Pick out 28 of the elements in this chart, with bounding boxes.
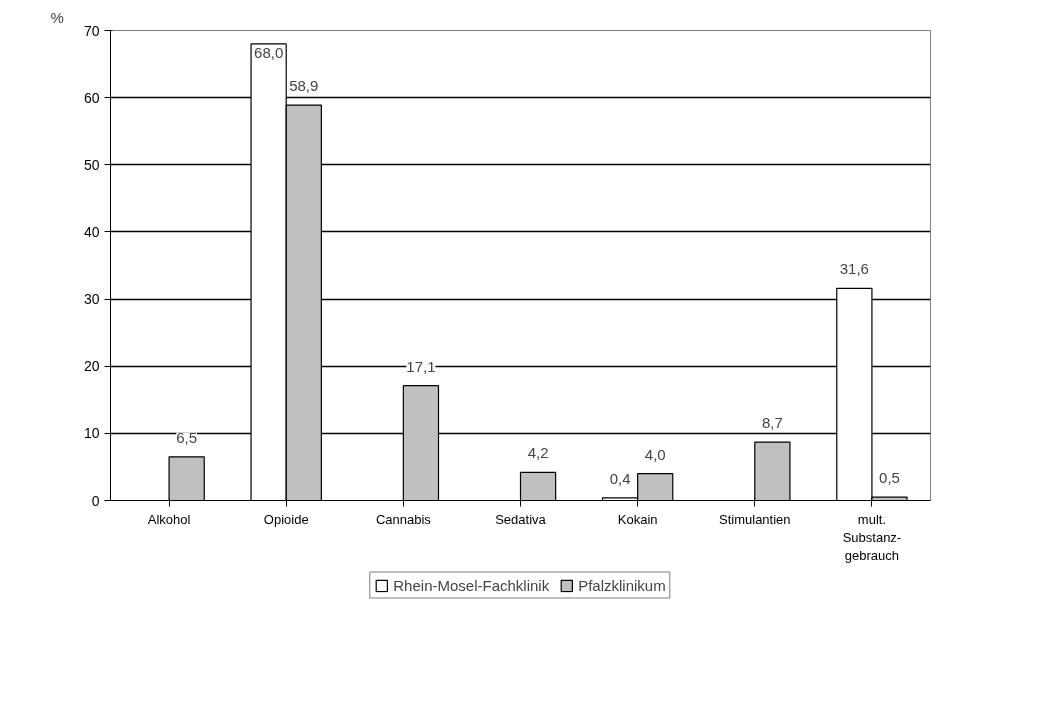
x-tick-label: Opioide [263, 511, 309, 527]
y-tick-label: 40 [83, 223, 100, 240]
x-tick-label: Cannabis [375, 511, 432, 527]
y-tick-label: 30 [83, 291, 100, 308]
legend-label: Rhein-Mosel-Fachklinik [393, 576, 550, 594]
data-label: 4,2 [527, 444, 549, 462]
data-label: 68,0 [254, 43, 284, 61]
y-tick-label: 60 [83, 89, 100, 106]
data-label: 4,0 [644, 445, 666, 463]
data-label: 31,6 [839, 260, 869, 278]
data-label: 0,5 [879, 469, 900, 487]
data-label: 0,4 [609, 469, 631, 487]
y-tick-label: 20 [83, 358, 100, 375]
y-tick-label: 0 [91, 492, 100, 509]
x-tick-label: Stimulantien [719, 511, 791, 527]
data-label: 6,5 [176, 428, 198, 446]
legend-label: Pfalzklinikum [578, 576, 666, 594]
y-tick-label: 50 [83, 156, 100, 173]
data-label: 58,9 [289, 77, 319, 95]
x-tick-label: Sedativa [495, 511, 547, 527]
y-axis-title: % [50, 8, 64, 26]
data-label: 17,1 [406, 357, 436, 375]
y-tick-label: 10 [83, 425, 100, 442]
data-label: 8,7 [761, 414, 783, 432]
x-tick-label: Alkohol [147, 511, 191, 527]
x-tick-label: Kokain [617, 511, 658, 527]
x-tick-label: mult. Substanz- gebrauch [842, 511, 902, 563]
y-tick-label: 70 [83, 22, 100, 39]
